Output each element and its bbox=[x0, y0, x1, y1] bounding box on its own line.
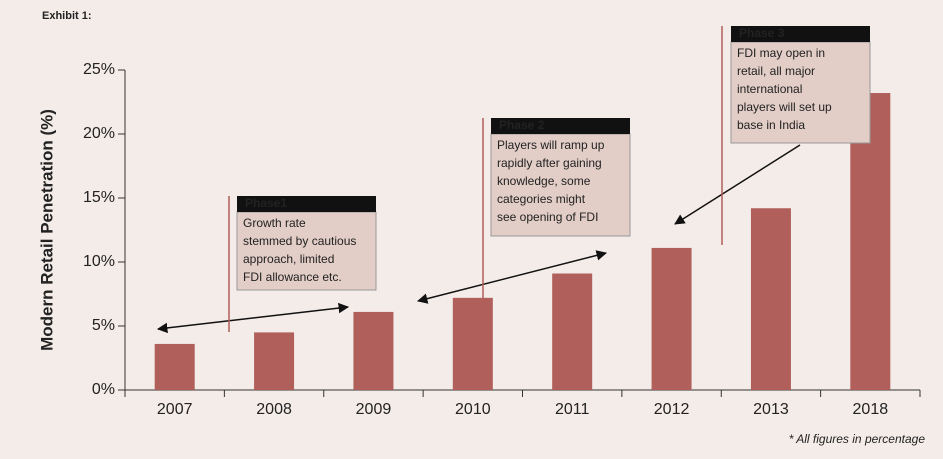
x-tick-label: 2018 bbox=[853, 401, 889, 418]
bar bbox=[750, 208, 791, 390]
bar bbox=[452, 297, 493, 390]
annotation-header bbox=[731, 26, 870, 42]
footnote: * All figures in percentage bbox=[789, 432, 926, 446]
annotation-text: see opening of FDI bbox=[497, 210, 598, 224]
bar bbox=[651, 247, 692, 390]
exhibit-label: Exhibit 1: bbox=[42, 10, 92, 22]
x-tick-label: 2011 bbox=[555, 401, 590, 418]
y-tick-label: 5% bbox=[92, 317, 115, 334]
annotation-header bbox=[237, 196, 376, 212]
annotation-title: Phase 3 bbox=[739, 26, 785, 40]
annotation-text: base in India bbox=[737, 118, 805, 132]
annotation-text: FDI allowance etc. bbox=[243, 270, 342, 284]
annotation-title: Phase 2 bbox=[499, 118, 545, 132]
annotation-text: rapidly after gaining bbox=[497, 156, 602, 170]
y-tick-label: 25% bbox=[83, 61, 115, 78]
bar bbox=[254, 332, 295, 390]
y-tick-label: 15% bbox=[83, 189, 115, 206]
x-tick-label: 2008 bbox=[256, 401, 292, 418]
bar bbox=[552, 273, 593, 390]
phase-arrow bbox=[156, 302, 350, 334]
bar bbox=[154, 343, 195, 390]
x-tick-label: 2009 bbox=[356, 401, 392, 418]
annotation-text: categories might bbox=[497, 192, 586, 206]
annotation-text: players will set up bbox=[737, 100, 832, 114]
bar bbox=[353, 311, 394, 390]
y-tick-label: 10% bbox=[83, 253, 115, 270]
y-axis-label: Modern Retail Penetration (%) bbox=[37, 109, 56, 351]
annotation-title: Phase1 bbox=[245, 196, 287, 210]
annotation-header bbox=[491, 118, 630, 134]
x-tick-label: 2010 bbox=[455, 401, 491, 418]
annotation-text: international bbox=[737, 82, 802, 96]
annotation-text: stemmed by cautious bbox=[243, 234, 356, 248]
phase-arrow bbox=[674, 144, 801, 225]
phase-arrow bbox=[416, 250, 608, 304]
annotation-text: Players will ramp up bbox=[497, 138, 605, 152]
x-tick-label: 2013 bbox=[753, 401, 789, 418]
x-tick-label: 2007 bbox=[157, 401, 193, 418]
annotation-text: FDI may open in bbox=[737, 46, 825, 60]
annotation-text: Growth rate bbox=[243, 216, 306, 230]
annotation-text: retail, all major bbox=[737, 64, 815, 78]
y-tick-label: 20% bbox=[83, 125, 115, 142]
y-tick-label: 0% bbox=[92, 381, 115, 398]
annotation-text: approach, limited bbox=[243, 252, 334, 266]
x-tick-label: 2012 bbox=[654, 401, 690, 418]
annotation-box bbox=[236, 211, 377, 291]
annotation-text: knowledge, some bbox=[497, 174, 591, 188]
